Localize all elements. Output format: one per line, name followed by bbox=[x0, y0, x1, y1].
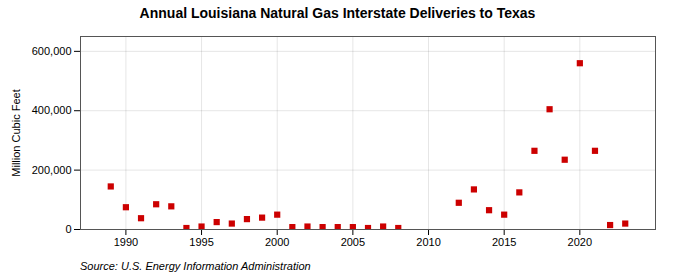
svg-text:600,000: 600,000 bbox=[32, 45, 72, 57]
svg-text:0: 0 bbox=[65, 223, 71, 235]
svg-text:2015: 2015 bbox=[492, 236, 516, 248]
svg-text:2005: 2005 bbox=[341, 236, 365, 248]
svg-text:200,000: 200,000 bbox=[32, 164, 72, 176]
svg-text:1995: 1995 bbox=[189, 236, 213, 248]
svg-text:Million Cubic Feet: Million Cubic Feet bbox=[10, 89, 22, 176]
svg-text:400,000: 400,000 bbox=[32, 104, 72, 116]
html-text:Annual Louisiana Natural Gas I: Annual Louisiana Natural Gas Interstate … bbox=[139, 5, 536, 21]
svg-text:1990: 1990 bbox=[114, 236, 138, 248]
svg-text:2010: 2010 bbox=[416, 236, 440, 248]
svg-text:2020: 2020 bbox=[568, 236, 592, 248]
svg-text:2000: 2000 bbox=[265, 236, 289, 248]
html-text:Source: U.S. Energy Informatio: Source: U.S. Energy Information Administ… bbox=[80, 260, 311, 272]
